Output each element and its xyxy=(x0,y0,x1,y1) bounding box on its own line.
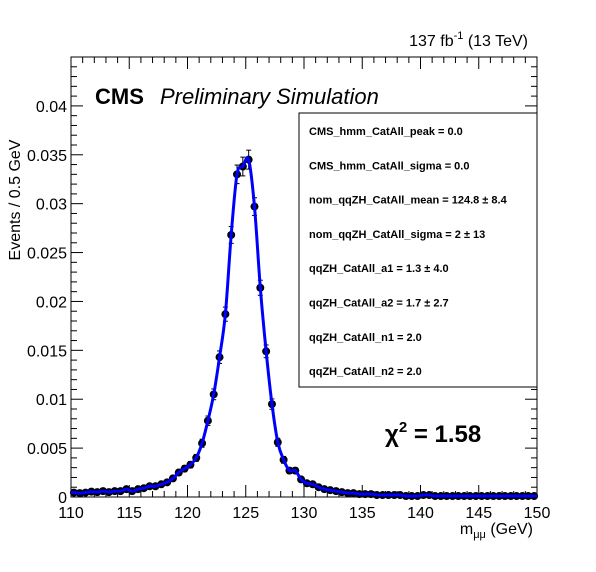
x-tick-label: 140 xyxy=(407,505,434,522)
fit-curve xyxy=(71,156,537,498)
lumi-label: 137 fb-1 (13 TeV) xyxy=(409,30,528,50)
y-tick-label: 0.035 xyxy=(27,148,67,165)
parameter-line: qqZH_CatAll_n1 = 2.0 xyxy=(309,332,422,344)
cms-label: CMS xyxy=(95,84,144,109)
chi2-label: χ2 = 1.58 xyxy=(385,419,481,448)
x-tick-label: 135 xyxy=(349,505,376,522)
x-tick-labels: 110 115 120 125 130 135 140 145 150 xyxy=(58,505,550,522)
y-tick-label: 0.015 xyxy=(27,343,67,360)
y-tick-labels: 0 0.005 0.01 0.015 0.02 0.025 0.03 0.035 0.04 xyxy=(27,99,67,507)
parameter-line: qqZH_CatAll_a2 = 1.7 ± 2.7 xyxy=(309,298,449,310)
x-tick-label: 110 xyxy=(58,505,84,522)
parameter-box xyxy=(298,112,538,388)
x-tick-label: 130 xyxy=(291,505,318,522)
x-axis-title: mμμ (GeV) xyxy=(460,521,533,541)
parameter-line: nom_qqZH_CatAll_mean = 124.8 ± 8.4 xyxy=(309,195,508,207)
parameter-line: qqZH_CatAll_n2 = 2.0 xyxy=(309,366,422,378)
parameter-line: CMS_hmm_CatAll_sigma = 0.0 xyxy=(309,160,469,172)
x-tick-label: 150 xyxy=(524,505,551,522)
parameter-line: qqZH_CatAll_a1 = 1.3 ± 4.0 xyxy=(309,263,449,275)
x-tick-label: 125 xyxy=(232,505,259,522)
y-tick-label: 0.005 xyxy=(27,441,67,458)
y-tick-label: 0.02 xyxy=(36,294,67,311)
y-tick-label: 0.025 xyxy=(27,246,67,263)
y-axis-title: Events / 0.5 GeV xyxy=(7,139,24,260)
y-tick-label: 0.03 xyxy=(36,197,67,214)
parameter-line: CMS_hmm_CatAll_peak = 0.0 xyxy=(309,126,463,138)
status-label: Preliminary Simulation xyxy=(160,84,379,109)
y-tick-label: 0.04 xyxy=(36,99,67,116)
y-tick-label: 0.01 xyxy=(36,392,67,409)
x-tick-label: 120 xyxy=(174,505,201,522)
parameter-list: CMS_hmm_CatAll_peak = 0.0 CMS_hmm_CatAll_… xyxy=(309,126,508,378)
x-tick-label: 145 xyxy=(465,505,492,522)
x-tick-label: 115 xyxy=(116,505,142,522)
y-tick-label: 0 xyxy=(58,490,67,507)
parameter-line: nom_qqZH_CatAll_sigma = 2 ± 13 xyxy=(309,229,485,241)
